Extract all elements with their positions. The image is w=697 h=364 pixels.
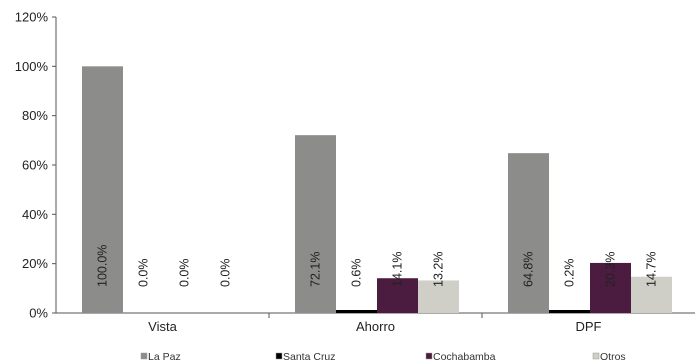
chart-bars [82,66,672,313]
data-label: 100.0% [96,245,110,287]
legend-swatch [425,352,433,360]
data-label: 13.2% [432,252,446,287]
data-label: 0.0% [137,259,151,288]
data-label: 0.6% [350,259,364,288]
bar-cochabamba [590,262,631,313]
y-tick-label: 120% [15,10,49,25]
bar-cochabamba [377,278,418,313]
y-tick-label: 60% [22,158,48,173]
chart-legend: La Paz Santa Cruz Cochabamba Otros [140,351,626,363]
bar-santa-cruz [336,310,377,313]
legend-label: Cochabamba [433,351,496,363]
bar-la-paz [82,66,123,313]
legend-label: La Paz [148,351,181,363]
y-axis-ticks: 0% 20% 40% 60% 80% 100% 120% [15,10,56,321]
category-labels: Vista Ahorro DPF [148,319,601,334]
y-tick-label: 20% [22,256,48,271]
data-label: 20.3% [604,252,618,287]
y-tick-label: 0% [29,306,48,321]
data-label: 64.8% [522,252,536,287]
bar-la-paz [295,135,336,313]
data-label: 14.1% [391,252,405,287]
data-label: 0.0% [178,259,192,288]
legend-label: Santa Cruz [283,351,336,363]
y-tick-label: 80% [22,108,48,123]
category-label: Ahorro [356,319,395,334]
y-tick-label: 100% [15,59,49,74]
data-label: 14.7% [645,252,659,287]
data-labels: 100.0% 0.0% 0.0% 0.0% 72.1% 0.6% 14.1% 13.2% 64.… [96,245,659,287]
legend-swatch [140,352,148,360]
category-label: Vista [148,319,177,334]
bar-santa-cruz [549,310,590,313]
legend-swatch [275,352,283,360]
bar-otros [418,280,459,313]
data-label: 0.0% [219,259,233,288]
bar-otros [631,276,672,313]
y-tick-label: 40% [22,207,48,222]
legend-label: Otros [600,351,626,363]
data-label: 0.2% [563,259,577,288]
legend-swatch [592,352,600,360]
bar-la-paz [508,153,549,313]
data-label: 72.1% [309,252,323,287]
category-label: DPF [576,319,602,334]
